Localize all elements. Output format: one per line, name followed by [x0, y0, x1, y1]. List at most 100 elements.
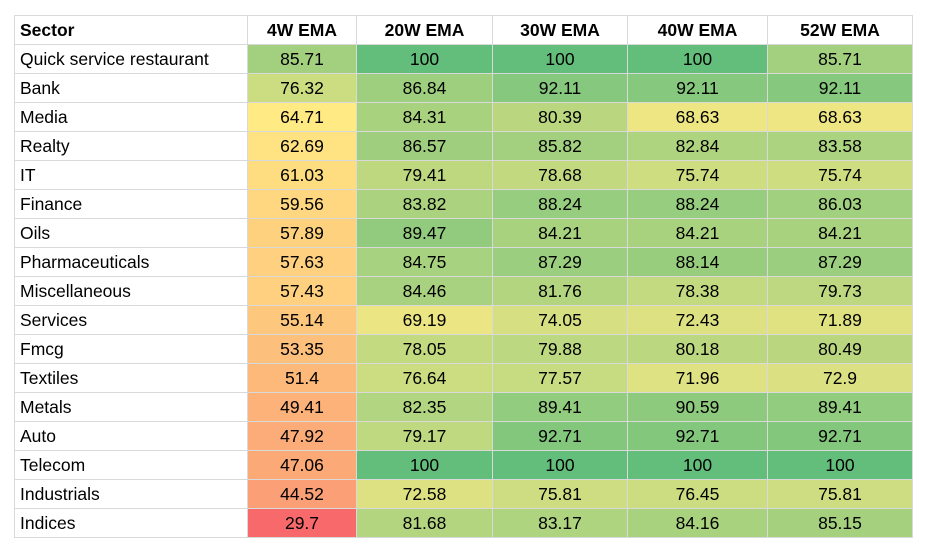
value-cell-52w-ema: 83.58: [767, 131, 913, 161]
value-cell-20w-ema: 84.46: [356, 276, 493, 306]
value-cell-52w-ema: 86.03: [767, 189, 913, 219]
value-cell-30w-ema: 79.88: [492, 334, 628, 364]
value-cell-4w-ema: 85.71: [247, 44, 357, 74]
sector-cell: Bank: [14, 73, 248, 103]
sector-cell: Metals: [14, 392, 248, 422]
value-cell-30w-ema: 75.81: [492, 479, 628, 509]
value-cell-20w-ema: 83.82: [356, 189, 493, 219]
value-cell-20w-ema: 76.64: [356, 363, 493, 393]
value-cell-30w-ema: 74.05: [492, 305, 628, 335]
column-header-52w-ema: 52W EMA: [767, 15, 913, 45]
value-cell-4w-ema: 57.63: [247, 247, 357, 277]
table-row: Services 55.14 69.19 74.05 72.43 71.89: [14, 305, 913, 335]
value-cell-4w-ema: 29.7: [247, 508, 357, 538]
table-row: Miscellaneous 57.43 84.46 81.76 78.38 79.73: [14, 276, 913, 306]
table-row: Fmcg 53.35 78.05 79.88 80.18 80.49: [14, 334, 913, 364]
column-header-30w-ema: 30W EMA: [492, 15, 628, 45]
sector-cell: Auto: [14, 421, 248, 451]
value-cell-52w-ema: 100: [767, 450, 913, 480]
value-cell-20w-ema: 84.31: [356, 102, 493, 132]
sector-cell: Industrials: [14, 479, 248, 509]
value-cell-40w-ema: 68.63: [627, 102, 768, 132]
value-cell-30w-ema: 84.21: [492, 218, 628, 248]
table-row: Quick service restaurant 85.71 100 100 100 85…: [14, 44, 913, 74]
sector-cell: Services: [14, 305, 248, 335]
value-cell-4w-ema: 76.32: [247, 73, 357, 103]
value-cell-52w-ema: 79.73: [767, 276, 913, 306]
value-cell-4w-ema: 64.71: [247, 102, 357, 132]
header-row: Sector 4W EMA 20W EMA 30W EMA 40W EMA 52…: [14, 15, 913, 45]
value-cell-40w-ema: 72.43: [627, 305, 768, 335]
table-row: Media 64.71 84.31 80.39 68.63 68.63: [14, 102, 913, 132]
value-cell-52w-ema: 87.29: [767, 247, 913, 277]
table-row: Pharmaceuticals 57.63 84.75 87.29 88.14 87.29: [14, 247, 913, 277]
value-cell-20w-ema: 100: [356, 450, 493, 480]
value-cell-30w-ema: 87.29: [492, 247, 628, 277]
value-cell-30w-ema: 78.68: [492, 160, 628, 190]
value-cell-52w-ema: 80.49: [767, 334, 913, 364]
value-cell-4w-ema: 47.92: [247, 421, 357, 451]
value-cell-52w-ema: 75.81: [767, 479, 913, 509]
table-row: Telecom 47.06 100 100 100 100: [14, 450, 913, 480]
value-cell-20w-ema: 84.75: [356, 247, 493, 277]
value-cell-20w-ema: 89.47: [356, 218, 493, 248]
value-cell-52w-ema: 71.89: [767, 305, 913, 335]
value-cell-40w-ema: 92.11: [627, 73, 768, 103]
value-cell-40w-ema: 88.24: [627, 189, 768, 219]
value-cell-40w-ema: 84.21: [627, 218, 768, 248]
table-row: Realty 62.69 86.57 85.82 82.84 83.58: [14, 131, 913, 161]
value-cell-40w-ema: 92.71: [627, 421, 768, 451]
sector-cell: Fmcg: [14, 334, 248, 364]
value-cell-52w-ema: 84.21: [767, 218, 913, 248]
value-cell-4w-ema: 53.35: [247, 334, 357, 364]
value-cell-40w-ema: 78.38: [627, 276, 768, 306]
sector-ema-heatmap: Sector 4W EMA 20W EMA 30W EMA 40W EMA 52…: [14, 15, 913, 538]
value-cell-30w-ema: 85.82: [492, 131, 628, 161]
sector-cell: IT: [14, 160, 248, 190]
table-row: Auto 47.92 79.17 92.71 92.71 92.71: [14, 421, 913, 451]
table-row: Textiles 51.4 76.64 77.57 71.96 72.9: [14, 363, 913, 393]
value-cell-52w-ema: 89.41: [767, 392, 913, 422]
value-cell-30w-ema: 100: [492, 44, 628, 74]
value-cell-40w-ema: 75.74: [627, 160, 768, 190]
value-cell-20w-ema: 78.05: [356, 334, 493, 364]
table-row: Oils 57.89 89.47 84.21 84.21 84.21: [14, 218, 913, 248]
value-cell-52w-ema: 72.9: [767, 363, 913, 393]
value-cell-20w-ema: 86.84: [356, 73, 493, 103]
sector-cell: Finance: [14, 189, 248, 219]
value-cell-20w-ema: 82.35: [356, 392, 493, 422]
value-cell-40w-ema: 82.84: [627, 131, 768, 161]
value-cell-40w-ema: 100: [627, 44, 768, 74]
value-cell-40w-ema: 80.18: [627, 334, 768, 364]
value-cell-30w-ema: 88.24: [492, 189, 628, 219]
table-row: Finance 59.56 83.82 88.24 88.24 86.03: [14, 189, 913, 219]
value-cell-4w-ema: 44.52: [247, 479, 357, 509]
value-cell-52w-ema: 68.63: [767, 102, 913, 132]
column-header-40w-ema: 40W EMA: [627, 15, 768, 45]
value-cell-52w-ema: 85.15: [767, 508, 913, 538]
value-cell-20w-ema: 86.57: [356, 131, 493, 161]
sector-cell: Textiles: [14, 363, 248, 393]
table-row: IT 61.03 79.41 78.68 75.74 75.74: [14, 160, 913, 190]
value-cell-30w-ema: 89.41: [492, 392, 628, 422]
value-cell-30w-ema: 81.76: [492, 276, 628, 306]
heatmap-body: Quick service restaurant 85.71 100 100 100 85…: [14, 44, 913, 538]
value-cell-30w-ema: 83.17: [492, 508, 628, 538]
sector-cell: Miscellaneous: [14, 276, 248, 306]
value-cell-52w-ema: 92.71: [767, 421, 913, 451]
sector-cell: Quick service restaurant: [14, 44, 248, 74]
value-cell-4w-ema: 47.06: [247, 450, 357, 480]
table-row: Industrials 44.52 72.58 75.81 76.45 75.81: [14, 479, 913, 509]
value-cell-30w-ema: 80.39: [492, 102, 628, 132]
value-cell-30w-ema: 77.57: [492, 363, 628, 393]
value-cell-4w-ema: 49.41: [247, 392, 357, 422]
value-cell-40w-ema: 71.96: [627, 363, 768, 393]
table-row: Indices 29.7 81.68 83.17 84.16 85.15: [14, 508, 913, 538]
column-header-20w-ema: 20W EMA: [356, 15, 493, 45]
column-header-4w-ema: 4W EMA: [247, 15, 357, 45]
value-cell-4w-ema: 51.4: [247, 363, 357, 393]
value-cell-4w-ema: 57.89: [247, 218, 357, 248]
value-cell-4w-ema: 61.03: [247, 160, 357, 190]
value-cell-4w-ema: 57.43: [247, 276, 357, 306]
table-row: Bank 76.32 86.84 92.11 92.11 92.11: [14, 73, 913, 103]
